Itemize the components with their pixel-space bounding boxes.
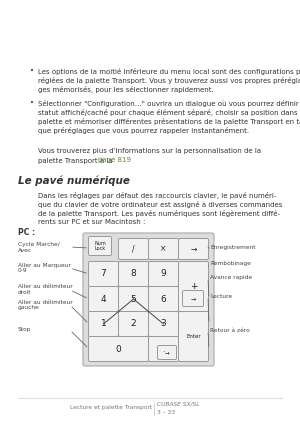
Text: Les options de la moitié inférieure du menu local sont des configurations pré-
r: Les options de la moitié inférieure du m…: [38, 68, 300, 93]
FancyBboxPatch shape: [118, 238, 148, 260]
Text: .: .: [162, 345, 165, 354]
FancyBboxPatch shape: [88, 236, 112, 255]
Text: Aller au délimiteur
droit: Aller au délimiteur droit: [18, 284, 73, 295]
Text: Num
Lock: Num Lock: [94, 241, 106, 252]
FancyBboxPatch shape: [148, 312, 178, 337]
FancyBboxPatch shape: [178, 312, 208, 362]
Text: Avance rapide: Avance rapide: [210, 275, 252, 281]
Text: Lecture: Lecture: [210, 294, 232, 298]
Text: Rembobinage: Rembobinage: [210, 261, 251, 266]
FancyBboxPatch shape: [178, 238, 208, 260]
Text: CUBASE SX/SL: CUBASE SX/SL: [157, 402, 200, 406]
Text: Cycle Marche/
Avec: Cycle Marche/ Avec: [18, 241, 60, 252]
Text: →: →: [165, 350, 169, 355]
Text: /: /: [132, 244, 135, 253]
Text: 3 – 33: 3 – 33: [157, 411, 175, 416]
Text: Retour à zéro: Retour à zéro: [210, 328, 250, 332]
Text: palette Transport à la: palette Transport à la: [38, 157, 115, 164]
Text: PC :: PC :: [18, 228, 35, 237]
Text: Dans les réglages par défaut des raccourcis clavier, le pavé numéri-
que du clav: Dans les réglages par défaut des raccour…: [38, 192, 282, 225]
Text: Enregistrement: Enregistrement: [210, 244, 256, 249]
Text: 3: 3: [160, 320, 166, 329]
Text: Lecture et palette Transport: Lecture et palette Transport: [70, 405, 152, 411]
FancyBboxPatch shape: [118, 261, 148, 286]
FancyBboxPatch shape: [148, 286, 178, 312]
FancyBboxPatch shape: [83, 233, 214, 366]
Text: ×: ×: [160, 244, 167, 253]
Text: →: →: [190, 244, 197, 253]
Text: 9: 9: [160, 269, 166, 278]
Text: Aller au délimiteur
gauche: Aller au délimiteur gauche: [18, 300, 73, 311]
FancyBboxPatch shape: [118, 312, 148, 337]
Text: 1: 1: [100, 320, 106, 329]
Text: •: •: [30, 100, 34, 106]
FancyBboxPatch shape: [118, 286, 148, 312]
Text: •: •: [30, 68, 34, 74]
FancyBboxPatch shape: [148, 238, 178, 260]
FancyBboxPatch shape: [148, 261, 178, 286]
Text: 6: 6: [160, 295, 166, 303]
Text: 8: 8: [130, 269, 136, 278]
Text: Le pavé numérique: Le pavé numérique: [18, 175, 130, 185]
Text: Aller au Marqueur
0-9: Aller au Marqueur 0-9: [18, 263, 71, 274]
Text: 4: 4: [101, 295, 106, 303]
FancyBboxPatch shape: [148, 337, 178, 362]
FancyBboxPatch shape: [178, 261, 208, 312]
Text: 0: 0: [116, 345, 122, 354]
Text: +: +: [190, 282, 197, 291]
FancyBboxPatch shape: [88, 337, 148, 362]
FancyBboxPatch shape: [88, 261, 119, 286]
FancyBboxPatch shape: [88, 286, 119, 312]
Text: Vous trouverez plus d’informations sur la personnalisation de la: Vous trouverez plus d’informations sur l…: [38, 148, 261, 154]
Text: Stop: Stop: [18, 328, 32, 332]
FancyBboxPatch shape: [182, 291, 203, 306]
Text: Sélectionner "Configuration…" ouvrira un dialogue où vous pourrez définir le
sta: Sélectionner "Configuration…" ouvrira un…: [38, 100, 300, 134]
FancyBboxPatch shape: [158, 346, 176, 360]
FancyBboxPatch shape: [88, 312, 119, 337]
Text: 2: 2: [131, 320, 136, 329]
Text: Enter: Enter: [186, 334, 201, 339]
Text: 7: 7: [100, 269, 106, 278]
Text: 5: 5: [130, 295, 136, 303]
Text: page 819: page 819: [98, 157, 131, 163]
Text: →: →: [190, 296, 196, 301]
